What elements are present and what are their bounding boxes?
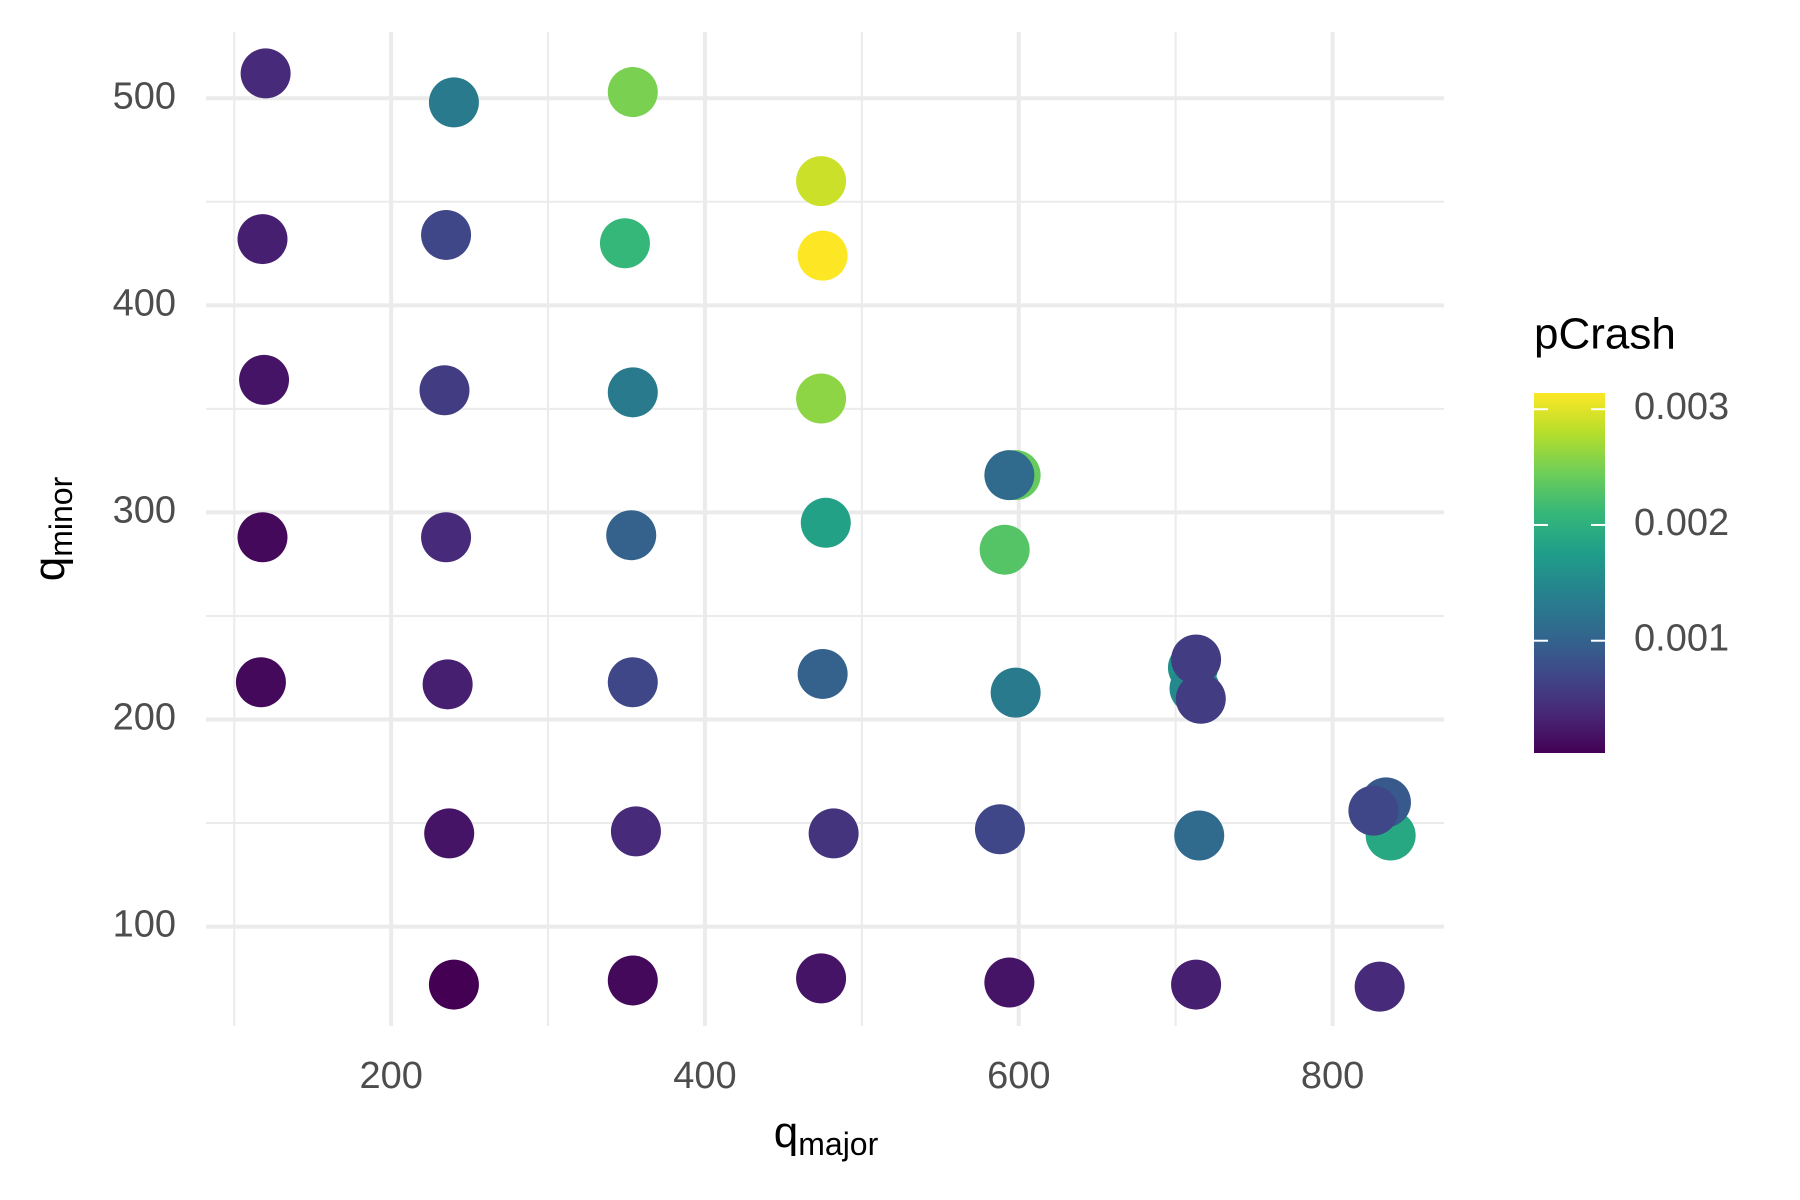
point <box>984 957 1035 1008</box>
point <box>974 804 1025 855</box>
point <box>599 218 650 269</box>
point <box>610 806 661 857</box>
point <box>422 659 473 710</box>
colorbar-label: 0.003 <box>1634 386 1729 428</box>
colorbar-label: 0.001 <box>1634 618 1729 660</box>
point <box>1174 810 1225 861</box>
point <box>419 365 470 416</box>
y-title-sub: minor <box>43 476 79 556</box>
points <box>235 48 1416 1012</box>
point <box>796 156 847 207</box>
point <box>979 524 1030 575</box>
point <box>1354 961 1405 1012</box>
point <box>1175 673 1226 724</box>
grid <box>206 32 1444 1026</box>
point <box>239 354 290 405</box>
x-title-sub: major <box>798 1126 878 1162</box>
point <box>428 959 479 1010</box>
x-tick-label: 200 <box>359 1055 422 1097</box>
point <box>235 657 286 708</box>
y-title-base: q <box>25 557 74 581</box>
y-tick-label: 100 <box>113 904 176 946</box>
y-tick-label: 400 <box>113 282 176 324</box>
point <box>796 373 847 424</box>
point <box>1171 634 1222 685</box>
point <box>240 48 291 99</box>
point <box>990 667 1041 718</box>
point <box>606 510 657 561</box>
point <box>796 953 847 1004</box>
point <box>607 657 658 708</box>
point <box>797 648 848 699</box>
x-title-base: q <box>774 1108 798 1157</box>
point <box>607 67 658 118</box>
point <box>800 497 851 548</box>
point <box>797 230 848 281</box>
legend: 0.001 0.002 0.003 <box>1534 386 1729 660</box>
point <box>237 512 288 563</box>
point <box>1348 785 1399 836</box>
x-tick-label: 800 <box>1301 1055 1364 1097</box>
point <box>428 77 479 128</box>
y-axis-title: qminor <box>25 476 80 581</box>
x-tick-label: 600 <box>987 1055 1050 1097</box>
point <box>421 512 472 563</box>
point <box>607 955 658 1006</box>
legend-title: pCrash <box>1534 310 1676 359</box>
y-tick-label: 300 <box>113 489 176 531</box>
y-tick-label: 200 <box>113 697 176 739</box>
point <box>808 808 859 859</box>
colorbar <box>1534 393 1605 753</box>
point <box>237 214 288 265</box>
point <box>421 209 472 260</box>
point <box>607 367 658 418</box>
colorbar-label: 0.002 <box>1634 502 1729 544</box>
point <box>984 450 1035 501</box>
x-axis-title: qmajor <box>774 1108 879 1163</box>
point <box>1171 959 1222 1010</box>
x-tick-label: 400 <box>673 1055 736 1097</box>
point <box>424 808 475 859</box>
y-tick-label: 500 <box>113 75 176 117</box>
